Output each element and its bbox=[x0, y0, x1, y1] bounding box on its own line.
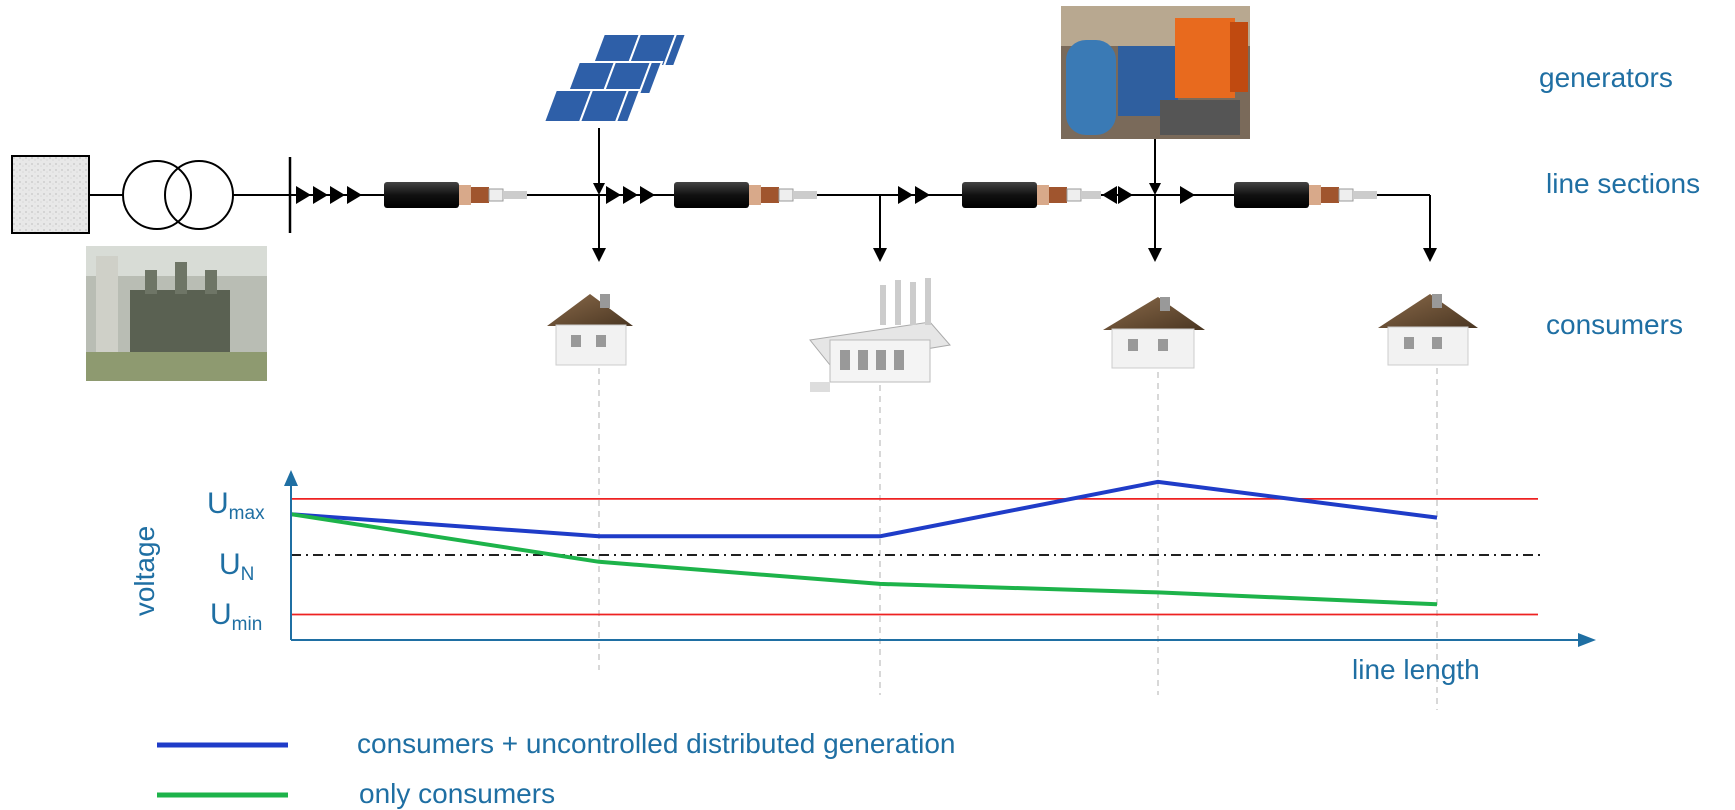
factory-icon bbox=[809, 278, 951, 392]
house-icon-2 bbox=[1103, 297, 1205, 369]
legend-label-green: only consumers bbox=[359, 778, 556, 809]
bus-guides bbox=[598, 368, 1438, 710]
cable-section-2 bbox=[674, 182, 817, 208]
cable-section-1 bbox=[384, 182, 527, 208]
y-axis-arrow bbox=[284, 470, 298, 486]
power-flow-arrows bbox=[296, 186, 1195, 204]
label-consumers: consumers bbox=[1546, 309, 1683, 340]
house-icon-1 bbox=[547, 294, 633, 366]
consumer-feeds bbox=[592, 195, 1437, 262]
series-line-distributed-generation bbox=[290, 479, 1438, 539]
generator-machine-icon bbox=[1061, 6, 1250, 139]
solar-panel-icon bbox=[542, 33, 688, 123]
reference-lines bbox=[291, 497, 1540, 616]
label-generators: generators bbox=[1539, 62, 1673, 93]
label-umin: Umin bbox=[210, 598, 263, 635]
label-umax: Umax bbox=[207, 487, 265, 524]
label-un: UN bbox=[219, 548, 255, 585]
label-line-sections: line sections bbox=[1546, 168, 1701, 199]
legend-label-blue: consumers + uncontrolled distributed gen… bbox=[357, 728, 956, 759]
x-axis-label: line length bbox=[1352, 654, 1480, 685]
x-axis-arrow bbox=[1578, 633, 1596, 647]
external-grid-icon bbox=[11, 155, 90, 234]
substation-photo bbox=[86, 246, 267, 381]
series-line-only-consumers bbox=[290, 512, 1438, 607]
y-axis-label: voltage bbox=[129, 525, 161, 617]
house-icon-3 bbox=[1378, 294, 1478, 366]
voltage-series bbox=[290, 479, 1438, 607]
cable-section-4 bbox=[1234, 182, 1377, 208]
transformer-icon bbox=[122, 160, 234, 230]
cable-section-3 bbox=[962, 182, 1101, 208]
